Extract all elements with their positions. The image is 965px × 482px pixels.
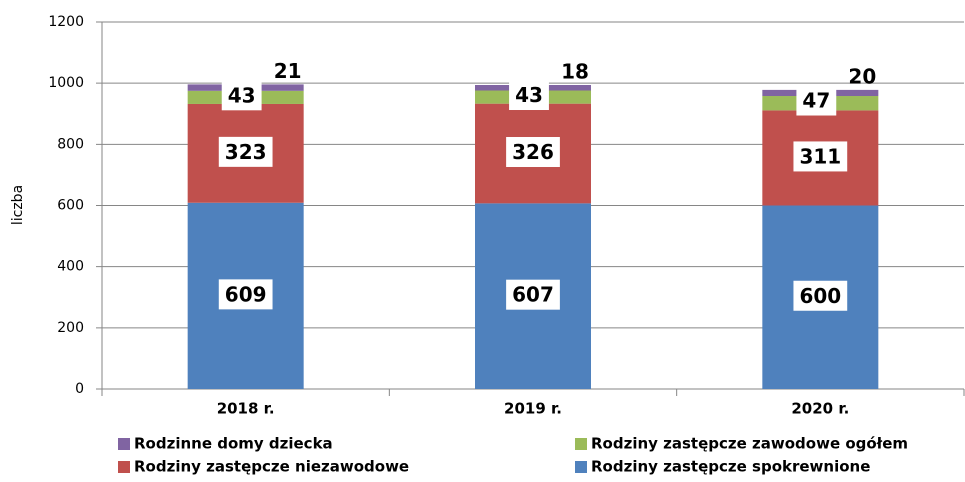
data-label: 311 xyxy=(799,144,841,168)
legend-swatch xyxy=(118,461,130,473)
legend-swatch xyxy=(575,438,587,450)
data-label: 323 xyxy=(225,140,267,164)
data-label-box xyxy=(506,137,560,168)
x-tick-label: 2019 r. xyxy=(504,400,562,418)
data-label-box xyxy=(793,141,848,172)
y-axis-label: liczba xyxy=(10,185,26,225)
data-label: 21 xyxy=(274,59,302,83)
data-label: 600 xyxy=(799,284,841,308)
y-tick-label: 1000 xyxy=(48,75,84,91)
data-label: 43 xyxy=(515,83,543,107)
y-tick-label: 1200 xyxy=(48,14,84,30)
data-label: 326 xyxy=(512,140,554,164)
y-tick-label: 400 xyxy=(57,259,84,275)
data-label-box xyxy=(218,136,273,167)
data-label: 47 xyxy=(802,89,830,113)
legend-label: Rodzinne domy dziecka xyxy=(134,435,333,453)
legend-label: Rodziny zastępcze niezawodowe xyxy=(134,458,409,476)
data-label-box xyxy=(793,280,848,311)
data-label-box xyxy=(509,80,549,111)
data-label: 18 xyxy=(561,60,589,84)
y-tick-label: 200 xyxy=(57,320,84,336)
data-label: 20 xyxy=(848,64,876,88)
data-label-box xyxy=(506,279,560,310)
legend-label: Rodziny zastępcze zawodowe ogółem xyxy=(591,435,908,453)
data-label-box xyxy=(218,279,273,310)
y-tick-label: 0 xyxy=(75,381,84,397)
data-label-box xyxy=(221,80,262,111)
data-label-box xyxy=(796,85,837,116)
data-label: 43 xyxy=(228,83,256,107)
data-label: 609 xyxy=(225,282,267,306)
legend-swatch xyxy=(118,438,130,450)
x-tick-label: 2020 r. xyxy=(791,400,849,418)
legend-label: Rodziny zastępcze spokrewnione xyxy=(591,458,870,476)
data-label: 607 xyxy=(512,283,554,307)
x-tick-label: 2018 r. xyxy=(217,400,275,418)
y-tick-label: 600 xyxy=(57,198,84,214)
legend-swatch xyxy=(575,461,587,473)
y-tick-label: 800 xyxy=(57,136,84,152)
